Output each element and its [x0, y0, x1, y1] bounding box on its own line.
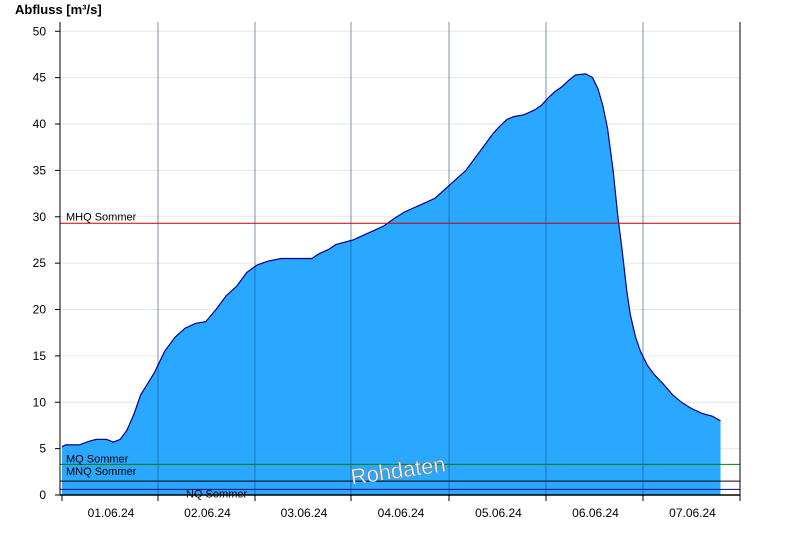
x-tick-label: 03.06.24 [281, 506, 328, 520]
y-tick-label: 45 [33, 71, 47, 85]
reference-label: MQ Sommer [66, 453, 129, 465]
x-tick-label: 06.06.24 [572, 506, 619, 520]
y-tick-label: 40 [33, 117, 47, 131]
y-tick-label: 5 [39, 442, 46, 456]
reference-label: MNQ Sommer [66, 466, 137, 478]
x-tick-label: 05.06.24 [475, 506, 522, 520]
y-tick-label: 0 [39, 488, 46, 502]
y-tick-label: 35 [33, 163, 47, 177]
y-tick-label: 20 [33, 303, 47, 317]
x-tick-label: 07.06.24 [669, 506, 716, 520]
x-tick-label: 04.06.24 [378, 506, 425, 520]
discharge-area [62, 73, 721, 496]
reference-label: MHQ Sommer [66, 211, 137, 223]
y-axis-title: Abfluss [m³/s] [15, 2, 102, 17]
y-tick-label: 30 [33, 210, 47, 224]
discharge-line [61, 73, 721, 448]
y-tick-label: 50 [33, 24, 47, 38]
plot-area: 0 5 10 15 20 25 30 35 40 45 50 MHQ Sommer MQ SommerM… [33, 22, 741, 520]
x-tick-label: 01.06.24 [88, 506, 135, 520]
x-tick-label: 02.06.24 [184, 506, 231, 520]
y-tick-label: 10 [33, 395, 47, 409]
y-tick-label: 15 [33, 349, 47, 363]
y-tick-label: 25 [33, 256, 47, 270]
